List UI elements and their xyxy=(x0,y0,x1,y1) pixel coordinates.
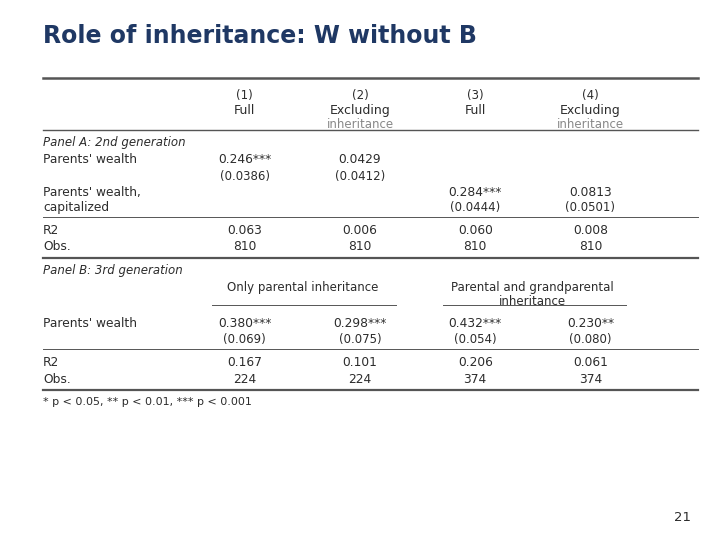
Text: 374: 374 xyxy=(464,373,487,386)
Text: 0.006: 0.006 xyxy=(343,224,377,237)
Text: 0.167: 0.167 xyxy=(228,356,262,369)
Text: 0.206: 0.206 xyxy=(458,356,492,369)
Text: (0.0386): (0.0386) xyxy=(220,170,270,183)
Text: Parents' wealth: Parents' wealth xyxy=(43,153,138,166)
Text: Excluding: Excluding xyxy=(330,104,390,117)
Text: (0.080): (0.080) xyxy=(569,333,612,346)
Text: 0.101: 0.101 xyxy=(343,356,377,369)
Text: 0.0429: 0.0429 xyxy=(338,153,382,166)
Text: (0.0444): (0.0444) xyxy=(450,201,500,214)
Text: 810: 810 xyxy=(348,240,372,253)
Text: (0.075): (0.075) xyxy=(338,333,382,346)
Text: Panel A: 2nd generation: Panel A: 2nd generation xyxy=(43,136,186,148)
Text: Parents' wealth,: Parents' wealth, xyxy=(43,186,141,199)
Text: 0.432***: 0.432*** xyxy=(449,317,502,330)
Text: inheritance: inheritance xyxy=(499,295,567,308)
Text: (0.0501): (0.0501) xyxy=(565,201,616,214)
Text: (1): (1) xyxy=(236,89,253,102)
Text: capitalized: capitalized xyxy=(43,201,109,214)
Text: 0.060: 0.060 xyxy=(458,224,492,237)
Text: Full: Full xyxy=(464,104,486,117)
Text: inheritance: inheritance xyxy=(557,118,624,131)
Text: 224: 224 xyxy=(233,373,256,386)
Text: Obs.: Obs. xyxy=(43,240,71,253)
Text: 374: 374 xyxy=(579,373,602,386)
Text: Obs.: Obs. xyxy=(43,373,71,386)
Text: Full: Full xyxy=(234,104,256,117)
Text: (0.0412): (0.0412) xyxy=(335,170,385,183)
Text: Only parental inheritance: Only parental inheritance xyxy=(227,281,378,294)
Text: 0.284***: 0.284*** xyxy=(449,186,502,199)
Text: 21: 21 xyxy=(674,511,691,524)
Text: (2): (2) xyxy=(351,89,369,102)
Text: 0.061: 0.061 xyxy=(573,356,608,369)
Text: 0.298***: 0.298*** xyxy=(333,317,387,330)
Text: 0.380***: 0.380*** xyxy=(218,317,271,330)
Text: 0.246***: 0.246*** xyxy=(218,153,271,166)
Text: 224: 224 xyxy=(348,373,372,386)
Text: 810: 810 xyxy=(464,240,487,253)
Text: Parental and grandparental: Parental and grandparental xyxy=(451,281,614,294)
Text: 0.0813: 0.0813 xyxy=(569,186,612,199)
Text: R2: R2 xyxy=(43,356,60,369)
Text: * p < 0.05, ** p < 0.01, *** p < 0.001: * p < 0.05, ** p < 0.01, *** p < 0.001 xyxy=(43,397,252,408)
Text: R2: R2 xyxy=(43,224,60,237)
Text: 0.230**: 0.230** xyxy=(567,317,614,330)
Text: Panel B: 3rd generation: Panel B: 3rd generation xyxy=(43,264,183,276)
Text: Role of inheritance: W without B: Role of inheritance: W without B xyxy=(43,24,477,48)
Text: (0.054): (0.054) xyxy=(454,333,497,346)
Text: (4): (4) xyxy=(582,89,599,102)
Text: 0.063: 0.063 xyxy=(228,224,262,237)
Text: 0.008: 0.008 xyxy=(573,224,608,237)
Text: 810: 810 xyxy=(579,240,602,253)
Text: Excluding: Excluding xyxy=(560,104,621,117)
Text: 810: 810 xyxy=(233,240,256,253)
Text: inheritance: inheritance xyxy=(326,118,394,131)
Text: (0.069): (0.069) xyxy=(223,333,266,346)
Text: (3): (3) xyxy=(467,89,484,102)
Text: Parents' wealth: Parents' wealth xyxy=(43,317,138,330)
